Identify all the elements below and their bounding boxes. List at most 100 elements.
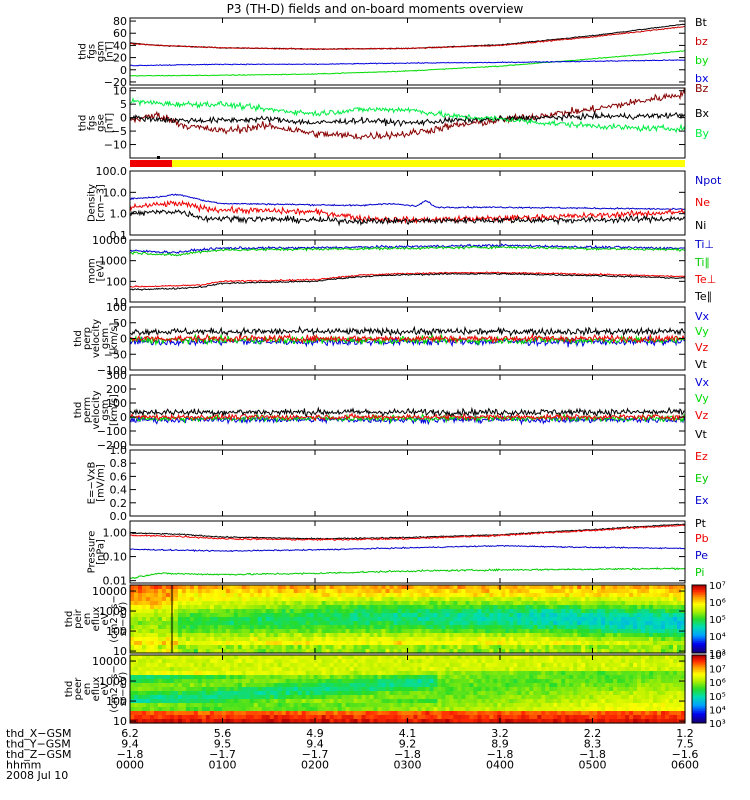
heatmap-cell: [185, 715, 191, 720]
heatmap-cell: [661, 641, 666, 646]
heatmap-cell: [361, 707, 367, 712]
heatmap-cell: [273, 667, 279, 672]
heatmap-cell: [269, 633, 275, 638]
heatmap-cell: [153, 687, 159, 692]
heatmap-cell: [565, 605, 570, 610]
heatmap-cell: [633, 663, 638, 668]
heatmap-cell: [317, 593, 323, 598]
heatmap-cell: [197, 605, 203, 610]
heatmap-cell: [373, 601, 379, 606]
heatmap-cell: [489, 617, 494, 622]
heatmap-cell: [349, 641, 355, 646]
heatmap-cell: [309, 605, 315, 610]
heatmap-cell: [277, 609, 283, 614]
heatmap-cell: [405, 641, 411, 646]
heatmap-cell: [225, 675, 231, 680]
heatmap-cell: [305, 605, 311, 610]
heatmap-cell: [433, 601, 439, 606]
heatmap-cell: [381, 621, 387, 626]
heatmap-cell: [629, 645, 634, 650]
heatmap-cell: [281, 715, 287, 720]
heatmap-cell: [337, 589, 343, 594]
heatmap-cell: [561, 703, 566, 708]
heatmap-cell: [549, 675, 554, 680]
heatmap-cell: [145, 659, 151, 664]
heatmap-cell: [453, 605, 459, 610]
heatmap-cell: [497, 645, 502, 650]
heatmap-cell: [641, 625, 646, 630]
heatmap-cell: [553, 695, 558, 700]
heatmap-cell: [209, 667, 215, 672]
heatmap-cell: [301, 719, 307, 724]
heatmap-cell: [237, 683, 243, 688]
heatmap-cell: [545, 711, 550, 716]
heatmap-cell: [213, 687, 219, 692]
heatmap-cell: [173, 695, 179, 700]
heatmap-cell: [353, 687, 359, 692]
heatmap-cell: [649, 691, 654, 696]
heatmap-cell: [249, 695, 255, 700]
heatmap-cell: [265, 707, 271, 712]
heatmap-cell: [417, 667, 423, 672]
heatmap-cell: [625, 613, 630, 618]
heatmap-cell: [557, 601, 562, 606]
heatmap-cell: [357, 593, 363, 598]
heatmap-cell: [137, 605, 143, 610]
heatmap-cell: [349, 625, 355, 630]
heatmap-cell: [533, 601, 538, 606]
colorbar-label: 10⁴: [709, 632, 726, 643]
heatmap-cell: [621, 589, 626, 594]
heatmap-cell: [561, 629, 566, 634]
heatmap-cell: [541, 719, 546, 724]
heatmap-cell: [261, 655, 267, 660]
heatmap-cell: [597, 703, 602, 708]
heatmap-cell: [637, 695, 642, 700]
heatmap-cell: [189, 711, 195, 716]
heatmap-cell: [257, 609, 263, 614]
heatmap-cell: [217, 699, 223, 704]
heatmap-cell: [165, 597, 171, 602]
heatmap-cell: [321, 625, 327, 630]
heatmap-cell: [577, 719, 582, 724]
heatmap-cell: [641, 667, 646, 672]
heatmap-cell: [509, 637, 514, 642]
heatmap-cell: [601, 679, 606, 684]
heatmap-cell: [433, 585, 439, 590]
heatmap-cell: [677, 645, 682, 650]
heatmap-cell: [541, 659, 546, 664]
heatmap-cell: [381, 671, 387, 676]
heatmap-cell: [193, 655, 199, 660]
heatmap-cell: [333, 589, 339, 594]
heatmap-cell: [313, 585, 319, 590]
heatmap-cell: [377, 605, 383, 610]
heatmap-cell: [369, 633, 375, 638]
heatmap-cell: [161, 699, 167, 704]
heatmap-cell: [233, 655, 239, 660]
heatmap-cell: [301, 589, 307, 594]
legend-Vt: Vt: [695, 358, 708, 371]
heatmap-cell: [161, 601, 167, 606]
heatmap-cell: [333, 613, 339, 618]
heatmap-cell: [329, 667, 335, 672]
heatmap-cell: [553, 659, 558, 664]
heatmap-cell: [593, 663, 598, 668]
heatmap-cell: [305, 687, 311, 692]
heatmap-cell: [449, 641, 455, 646]
heatmap-cell: [625, 649, 630, 654]
heatmap-cell: [529, 719, 534, 724]
heatmap-cell: [505, 711, 510, 716]
heatmap-cell: [513, 593, 518, 598]
heatmap-cell: [353, 597, 359, 602]
heatmap-cell: [437, 663, 443, 668]
heatmap-cell: [141, 621, 147, 626]
heatmap-cell: [141, 655, 147, 660]
heatmap-cell: [609, 675, 614, 680]
legend-Bx: Bx: [695, 107, 710, 120]
heatmap-cell: [177, 687, 183, 692]
heatmap-cell: [149, 605, 155, 610]
heatmap-cell: [265, 641, 271, 646]
heatmap-cell: [565, 703, 570, 708]
heatmap-cell: [581, 679, 586, 684]
heatmap-cell: [657, 625, 662, 630]
heatmap-cell: [429, 719, 435, 724]
